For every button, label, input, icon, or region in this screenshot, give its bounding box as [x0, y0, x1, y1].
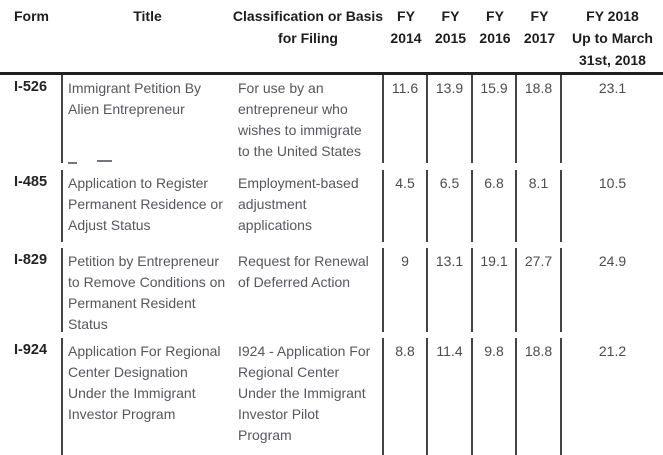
fy2015-value: 11.4 — [428, 338, 473, 455]
form-code-cell: I-924 — [0, 338, 63, 455]
fy2015-value: 13.1 — [428, 248, 473, 332]
cropped-text-artifact — [68, 160, 112, 178]
col-header-fy2017: FY 2017 — [523, 8, 556, 46]
col-header-classification: Classification or Basis for Filing — [232, 8, 384, 46]
table-row: I-485 Application to Register Permanent … — [0, 170, 663, 242]
table-row: I-829 Petition by Entrepreneur to Remove… — [0, 248, 663, 332]
fy2016-value: 9.8 — [473, 338, 517, 455]
title-cell: Application For Regional Center Designat… — [68, 343, 221, 422]
col-header-form: Form — [14, 8, 49, 24]
fy2015-value: 6.5 — [428, 170, 473, 242]
classification-cell: I924 - Application For Regional Center U… — [232, 338, 384, 455]
col-header-fy2014: FY 2014 — [390, 8, 422, 46]
fy2017-value: 27.7 — [517, 248, 562, 332]
table-header-row: Form Title Classification or Basis for F… — [0, 0, 663, 75]
title-cell: Immigrant Petition By Alien Entrepreneur — [68, 80, 202, 117]
classification-cell: For use by an entrepreneur who wishes to… — [232, 75, 384, 163]
classification-cell: Employment-based adjustment applications — [232, 170, 384, 242]
fy2017-value: 18.8 — [517, 338, 562, 455]
fy2017-value: 18.8 — [517, 75, 562, 163]
fy2016-value: 15.9 — [473, 75, 517, 163]
fy2016-value: 6.8 — [473, 170, 517, 242]
fy2018-value: 23.1 — [598, 80, 627, 96]
fy2014-value: 9 — [384, 248, 428, 332]
fy2018-value: 10.5 — [598, 175, 627, 191]
col-header-fy2016: FY 2016 — [479, 8, 511, 46]
fy2014-value: 4.5 — [384, 170, 428, 242]
fy2018-value: 24.9 — [598, 253, 627, 269]
fy2016-value: 19.1 — [473, 248, 517, 332]
form-code-cell: I-829 — [0, 248, 63, 332]
table-row: I-924 Application For Regional Center De… — [0, 338, 663, 455]
table-row: I-526 Immigrant Petition By Alien Entrep… — [0, 75, 663, 163]
form-code-cell: I-485 — [0, 170, 63, 242]
fy2018-value: 21.2 — [598, 343, 627, 359]
fy2017-value: 8.1 — [517, 170, 562, 242]
col-header-fy2015: FY 2015 — [434, 8, 467, 46]
fy2015-value: 13.9 — [428, 75, 473, 163]
col-header-title: Title — [133, 8, 162, 24]
fy2014-value: 11.6 — [384, 75, 428, 163]
col-header-fy2018: FY 2018 Up to March 31st, 2018 — [572, 8, 653, 68]
title-cell: Petition by Entrepreneur to Remove Condi… — [68, 253, 226, 332]
form-code-cell: I-526 — [0, 75, 63, 163]
fy2014-value: 8.8 — [384, 338, 428, 455]
classification-cell: Request for Renewal of Deferred Action — [232, 248, 384, 332]
title-cell: Application to Register Permanent Reside… — [68, 175, 223, 233]
